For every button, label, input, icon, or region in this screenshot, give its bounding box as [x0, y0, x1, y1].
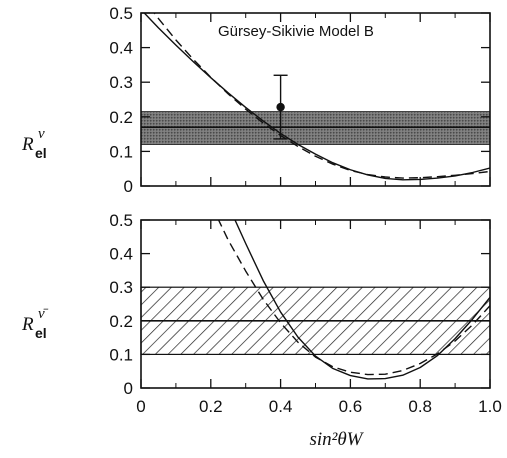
bot-ytick-label: 0.3 [109, 278, 133, 297]
top-data-point [276, 102, 285, 112]
bot-ytick-label: 0.4 [109, 245, 133, 264]
bot-ytick-label: 0.5 [109, 211, 133, 230]
top-ticks: 0 0.1 0.2 0.3 0.4 0.5 [109, 4, 491, 196]
bot-xtick-label: 0.4 [269, 397, 293, 416]
top-ytick-label: 0.1 [109, 142, 133, 161]
bot-ytick-label: 0.1 [109, 345, 133, 364]
bot-xtick-label: 1.0 [478, 397, 502, 416]
top-ylabel-sub: el [35, 145, 47, 161]
bot-xtick-label: 0.8 [408, 397, 432, 416]
bottom-ylabel-main: R [21, 314, 34, 335]
bottom-ticks: 0 0.1 0.2 0.3 0.4 0.5 0 0.2 0.4 0.6 0.8 1.0 [109, 211, 501, 416]
bottom-band-layer [140, 286, 491, 356]
top-curves [143, 13, 490, 181]
top-ytick-label: 0.2 [109, 108, 133, 127]
bot-xtick-label: 0.6 [339, 397, 363, 416]
bot-curve-dashed [217, 220, 490, 376]
top-curve-dashed [153, 13, 490, 179]
top-ytick-label: 0.5 [109, 4, 133, 23]
top-ytick-label: 0 [124, 177, 133, 196]
top-ylabel: R el ν [21, 126, 47, 161]
bot-ytick-label: 0 [124, 379, 133, 398]
top-ytick-label: 0.4 [109, 39, 133, 58]
bot-ytick-label: 0.2 [109, 312, 133, 331]
top-band [140, 111, 491, 145]
top-ytick-label: 0.3 [109, 73, 133, 92]
top-annotation: Gürsey-Sikivie Model B [218, 23, 374, 40]
bottom-xlabel: sin²θW [309, 429, 364, 450]
top-band-layer [140, 111, 491, 145]
panel-bottom: 0 0.1 0.2 0.3 0.4 0.5 0 0.2 0.4 0.6 0.8 1.0 R el ν̄… [21, 211, 502, 450]
top-ylabel-main: R [21, 134, 34, 155]
bottom-ylabel-sub: el [35, 325, 47, 341]
top-ylabel-sup: ν [38, 126, 45, 142]
top-points [273, 74, 288, 140]
bottom-ylabel-sup: ν̄ [38, 306, 49, 322]
bottom-ylabel: R el ν̄ [21, 306, 49, 341]
bot-xtick-label: 0 [136, 397, 145, 416]
panel-top: 00.10.20.30.40.5 Gürsey-Sikivie Model B … [21, 4, 491, 196]
bot-xtick-label: 0.2 [199, 397, 223, 416]
top-curve-solid [143, 13, 490, 181]
bottom-curves [217, 220, 490, 380]
